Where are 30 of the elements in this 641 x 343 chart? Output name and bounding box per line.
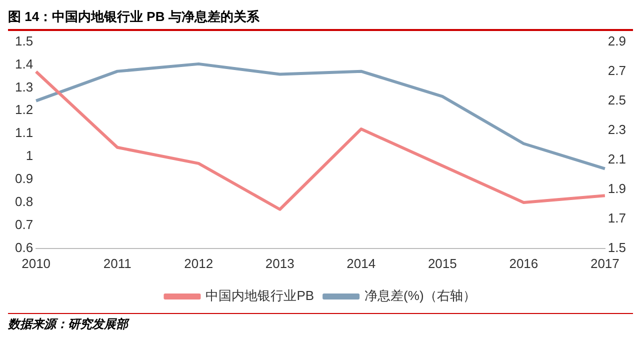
x-tick-label: 2011 <box>103 256 132 271</box>
y-tick-label: 1.2 <box>14 102 34 118</box>
x-tick-label: 2014 <box>346 256 376 271</box>
y2-tick-label: 1.5 <box>608 240 626 255</box>
chart-title: 图 14：中国内地银行业 PB 与净息差的关系 <box>8 8 633 31</box>
y-tick-label: 0.8 <box>14 194 34 210</box>
y2-tick-label: 1.7 <box>608 210 626 226</box>
y-tick-label: 1.5 <box>14 33 34 48</box>
y2-tick-label: 2.3 <box>608 122 626 137</box>
y-tick-label: 0.6 <box>14 240 34 255</box>
x-tick-label: 2013 <box>265 256 294 271</box>
y-tick-label: 1 <box>26 148 34 164</box>
y2-tick-label: 1.9 <box>608 180 626 196</box>
legend-label: 中国内地银行业PB <box>206 288 314 304</box>
x-tick-label: 2016 <box>509 256 538 271</box>
y-tick-label: 1.4 <box>14 56 34 72</box>
y2-tick-label: 2.7 <box>608 62 626 78</box>
source-note: 数据来源：研究发展部 <box>8 313 633 333</box>
y2-tick-label: 2.9 <box>608 33 626 48</box>
y-tick-label: 0.7 <box>14 217 34 232</box>
y-tick-label: 1.3 <box>14 79 34 94</box>
x-tick-label: 2015 <box>428 256 457 271</box>
y2-tick-label: 2.1 <box>608 151 626 166</box>
y2-tick-label: 2.5 <box>608 92 626 108</box>
y-tick-label: 1.1 <box>14 125 34 140</box>
x-tick-label: 2017 <box>590 256 620 271</box>
legend-label: 净息差(%)（右轴） <box>364 288 476 304</box>
x-tick-label: 2012 <box>184 256 214 271</box>
x-tick-label: 2010 <box>22 256 51 271</box>
y-tick-label: 0.9 <box>14 171 34 186</box>
